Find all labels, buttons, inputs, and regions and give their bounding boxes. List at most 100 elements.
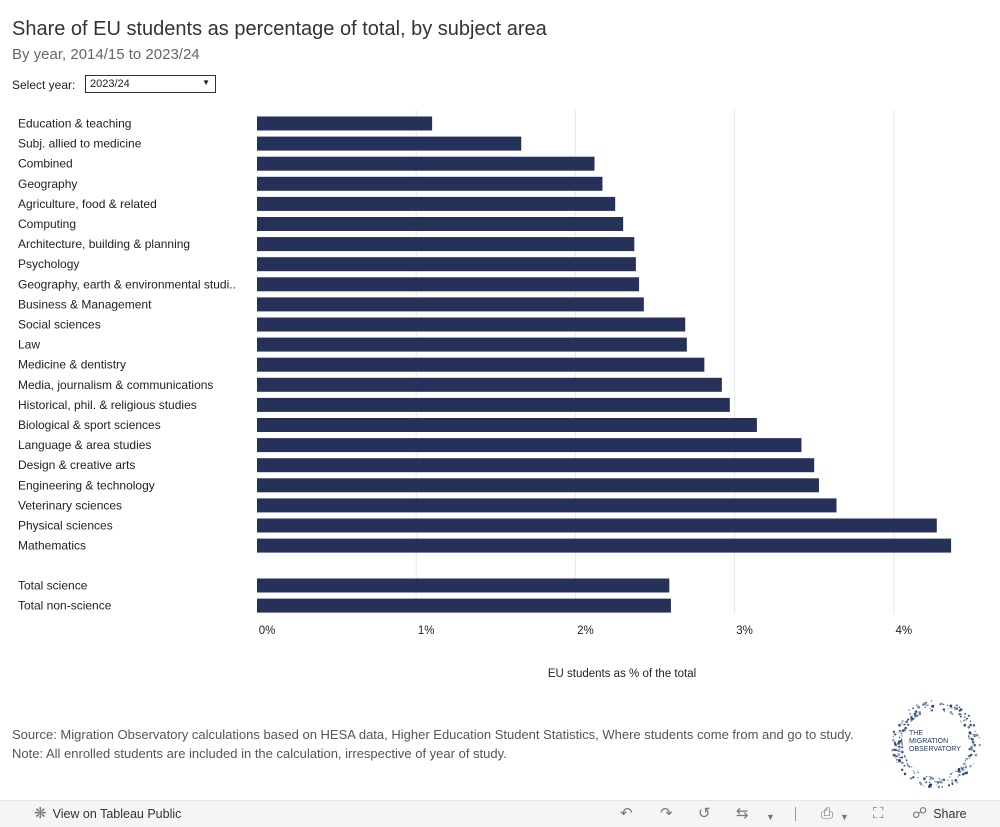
- logo-dot: [898, 750, 901, 753]
- logo-dot: [955, 770, 958, 773]
- year-select[interactable]: 2023/24 ▼: [85, 75, 216, 93]
- category-bar[interactable]: [257, 156, 595, 171]
- logo-dot: [963, 762, 966, 766]
- category-bar[interactable]: [257, 498, 837, 513]
- category-bar[interactable]: [257, 237, 635, 252]
- logo-dot: [914, 710, 918, 714]
- category-bar[interactable]: [257, 136, 522, 151]
- category-bar[interactable]: [257, 277, 640, 292]
- logo-dot: [896, 749, 900, 753]
- logo-dot: [937, 786, 940, 789]
- logo-dot: [892, 730, 896, 733]
- category-bar[interactable]: [257, 317, 686, 332]
- total-label: Total non-science: [18, 599, 112, 613]
- fullscreen-icon[interactable]: ⛶: [873, 805, 884, 822]
- category-bar[interactable]: [257, 116, 433, 131]
- chart-subtitle: By year, 2014/15 to 2023/24: [12, 46, 200, 63]
- refresh-icon[interactable]: ⇆: [736, 805, 749, 822]
- logo-dot: [954, 709, 956, 711]
- share-button[interactable]: ☍ Share: [912, 806, 967, 821]
- logo-dot: [909, 713, 911, 715]
- category-label: Architecture, building & planning: [18, 237, 190, 251]
- logo-dot: [967, 714, 970, 717]
- total-bar[interactable]: [257, 578, 670, 593]
- undo-icon[interactable]: ↶: [620, 805, 633, 822]
- logo-dot: [909, 777, 913, 780]
- logo-dot: [972, 749, 976, 753]
- logo-dot: [972, 763, 975, 765]
- logo-dot: [963, 723, 967, 727]
- logo-dot: [951, 779, 953, 782]
- category-bar[interactable]: [257, 418, 757, 432]
- logo-dot: [900, 768, 904, 771]
- logo-dot: [973, 735, 976, 738]
- category-bar[interactable]: [257, 377, 722, 392]
- logo-dot: [961, 767, 964, 770]
- bar-chart: 0% 1% 2% 3% 4% Education & teaching Subj. alli…: [18, 110, 952, 680]
- logo-dot: [962, 766, 964, 769]
- logo-dot: [946, 704, 949, 707]
- logo-dot: [947, 784, 951, 787]
- category-bar[interactable]: [257, 257, 636, 272]
- category-bar[interactable]: [257, 478, 819, 493]
- category-bar[interactable]: [257, 458, 815, 473]
- category-bar[interactable]: [257, 518, 937, 533]
- logo-dot: [891, 738, 895, 742]
- category-label: Geography: [18, 177, 77, 191]
- logo-dot: [912, 707, 915, 709]
- logo-dot: [971, 740, 975, 744]
- logo-dot: [926, 704, 929, 707]
- category-bar[interactable]: [257, 297, 644, 312]
- logo-dot: [959, 720, 962, 722]
- download-icon[interactable]: ⎙: [821, 805, 834, 822]
- redo-icon[interactable]: ↷: [660, 805, 673, 822]
- refresh-dropdown-icon[interactable]: ▼: [766, 812, 775, 822]
- logo-dot: [906, 763, 909, 767]
- logo-dot: [900, 732, 903, 735]
- logo-dot: [964, 712, 967, 715]
- category-bar[interactable]: [257, 337, 687, 352]
- logo-dot: [925, 776, 927, 778]
- logo-dot: [949, 710, 953, 714]
- logo-dot: [973, 733, 976, 736]
- source-note: Source: Migration Observatory calculatio…: [12, 727, 854, 761]
- logo-dot: [974, 730, 976, 733]
- category-bar[interactable]: [257, 217, 624, 231]
- logo-dot: [898, 723, 901, 727]
- category-label: Education & teaching: [18, 117, 131, 131]
- logo-dot: [917, 705, 921, 709]
- logo-dot: [903, 724, 905, 726]
- category-bar[interactable]: [257, 538, 952, 553]
- category-bar[interactable]: [257, 357, 705, 372]
- logo-dot: [894, 743, 897, 746]
- category-bar[interactable]: [257, 438, 802, 453]
- download-dropdown-icon[interactable]: ▼: [840, 812, 849, 822]
- category-label: Language & area studies: [18, 438, 151, 452]
- logo-dot: [965, 771, 969, 775]
- logo-dot: [900, 746, 903, 749]
- logo-dot: [930, 700, 933, 702]
- logo-dot: [928, 783, 932, 787]
- category-bar[interactable]: [257, 196, 616, 211]
- logo-dot: [923, 785, 925, 787]
- logo-line-2: MIGRATION: [909, 738, 948, 745]
- category-bar[interactable]: [257, 397, 730, 412]
- revert-icon[interactable]: ↺: [698, 805, 711, 822]
- logo-dot: [954, 778, 957, 782]
- logo-dot: [898, 748, 900, 750]
- logo-dot: [972, 733, 974, 736]
- logo-dot: [899, 739, 903, 743]
- migration-observatory-logo[interactable]: THE MIGRATION OBSERVATORY: [890, 698, 982, 790]
- logo-dot: [901, 762, 904, 765]
- total-bar[interactable]: [257, 598, 671, 613]
- logo-dot: [901, 752, 904, 754]
- total-label: Total science: [18, 579, 88, 593]
- logo-dot: [959, 715, 962, 718]
- logo-dot: [893, 753, 896, 756]
- view-on-tableau-button[interactable]: ❋ View on Tableau Public: [34, 806, 181, 821]
- logo-dot: [908, 709, 910, 711]
- logo-dot: [970, 737, 974, 741]
- logo-dot: [941, 778, 943, 781]
- logo-dot: [929, 778, 931, 781]
- category-bar[interactable]: [257, 176, 603, 191]
